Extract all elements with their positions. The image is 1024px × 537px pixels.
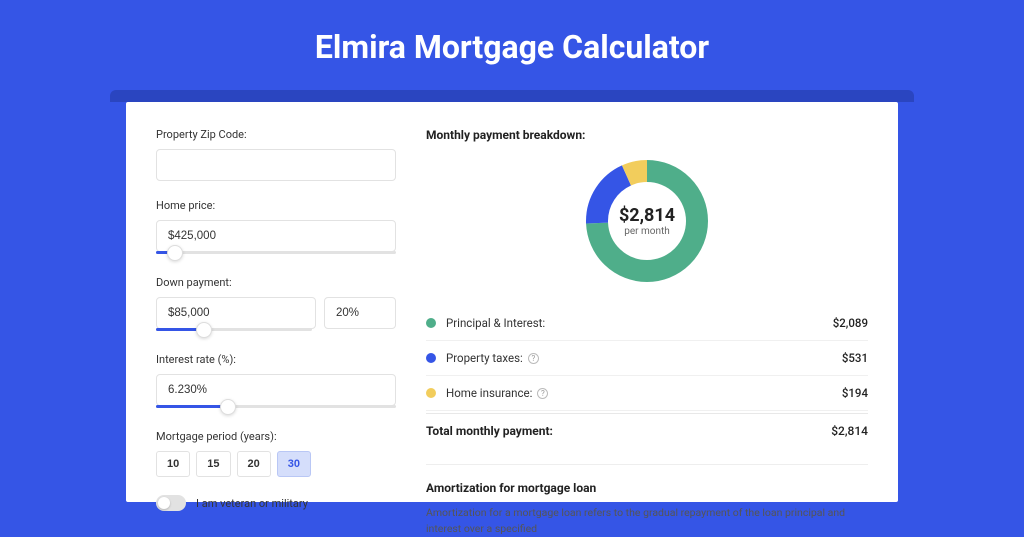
legend-text-taxes: Property taxes: <box>446 351 523 365</box>
card-shadow <box>110 90 914 102</box>
donut-amount: $2,814 <box>619 205 675 226</box>
home-price-thumb[interactable] <box>167 245 183 261</box>
period-btn-30[interactable]: 30 <box>277 451 311 477</box>
page-title: Elmira Mortgage Calculator <box>0 0 1024 90</box>
dot-taxes <box>426 353 436 363</box>
form-column: Property Zip Code: Home price: Down paym… <box>156 128 396 476</box>
down-payment-thumb[interactable] <box>196 322 212 338</box>
down-payment-amount-input[interactable] <box>156 297 316 329</box>
amortization-text: Amortization for a mortgage loan refers … <box>426 505 868 537</box>
donut-wrap: $2,814 per month <box>426 156 868 286</box>
down-payment-group: Down payment: <box>156 276 396 331</box>
interest-label: Interest rate (%): <box>156 353 396 366</box>
total-label: Total monthly payment: <box>426 424 831 438</box>
down-payment-percent-input[interactable] <box>324 297 396 329</box>
interest-thumb[interactable] <box>220 399 236 415</box>
total-value: $2,814 <box>831 424 868 438</box>
donut-sub: per month <box>624 226 670 237</box>
amortization-section: Amortization for mortgage loan Amortizat… <box>426 464 868 537</box>
legend-row-insurance: Home insurance: ? $194 <box>426 376 868 411</box>
veteran-toggle[interactable] <box>156 495 186 511</box>
veteran-toggle-knob <box>158 497 170 509</box>
legend-text-insurance: Home insurance: <box>446 386 532 400</box>
period-btn-15[interactable]: 15 <box>196 451 230 477</box>
dot-principal <box>426 318 436 328</box>
interest-input[interactable] <box>156 374 396 406</box>
veteran-row: I am veteran or military <box>156 495 396 511</box>
home-price-label: Home price: <box>156 199 396 212</box>
legend-label-principal: Principal & Interest: <box>446 316 833 330</box>
help-icon[interactable]: ? <box>537 388 548 399</box>
period-btn-10[interactable]: 10 <box>156 451 190 477</box>
breakdown-title: Monthly payment breakdown: <box>426 128 868 142</box>
home-price-input[interactable] <box>156 220 396 252</box>
breakdown-column: Monthly payment breakdown: $2,814 per mo… <box>426 128 868 476</box>
legend-row-taxes: Property taxes: ? $531 <box>426 341 868 376</box>
period-label: Mortgage period (years): <box>156 430 396 443</box>
zip-field-group: Property Zip Code: <box>156 128 396 181</box>
down-payment-label: Down payment: <box>156 276 396 289</box>
donut-chart: $2,814 per month <box>582 156 712 286</box>
legend-val-taxes: $531 <box>842 351 868 365</box>
help-icon[interactable]: ? <box>528 353 539 364</box>
dot-insurance <box>426 388 436 398</box>
veteran-label: I am veteran or military <box>196 497 308 510</box>
amortization-title: Amortization for mortgage loan <box>426 481 868 495</box>
home-price-group: Home price: <box>156 199 396 254</box>
period-options: 10 15 20 30 <box>156 451 396 477</box>
home-price-slider[interactable] <box>156 251 396 254</box>
legend-val-insurance: $194 <box>842 386 868 400</box>
legend-row-principal: Principal & Interest: $2,089 <box>426 306 868 341</box>
period-group: Mortgage period (years): 10 15 20 30 <box>156 430 396 477</box>
interest-fill <box>156 405 228 408</box>
calculator-card: Property Zip Code: Home price: Down paym… <box>126 102 898 502</box>
legend-val-principal: $2,089 <box>833 316 868 330</box>
down-payment-slider[interactable] <box>156 328 312 331</box>
total-row: Total monthly payment: $2,814 <box>426 413 868 448</box>
zip-label: Property Zip Code: <box>156 128 396 141</box>
period-btn-20[interactable]: 20 <box>237 451 271 477</box>
interest-group: Interest rate (%): <box>156 353 396 408</box>
zip-input[interactable] <box>156 149 396 181</box>
legend-label-insurance: Home insurance: ? <box>446 386 842 400</box>
interest-slider[interactable] <box>156 405 396 408</box>
legend-label-taxes: Property taxes: ? <box>446 351 842 365</box>
